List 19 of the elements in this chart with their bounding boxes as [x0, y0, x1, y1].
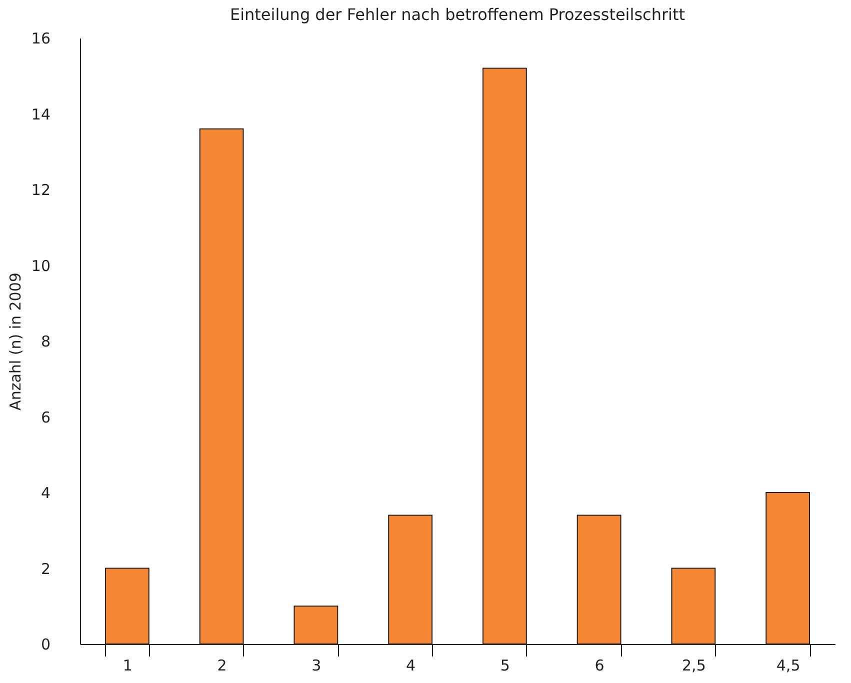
x-tick-label: 4	[406, 656, 416, 674]
y-tick-label: 2	[40, 560, 50, 578]
x-tick-label: 2,5	[682, 656, 706, 674]
x-tick-label: 1	[122, 656, 132, 674]
y-axis-title: Anzahl (n) in 2009	[6, 272, 24, 410]
y-tick-label: 0	[40, 636, 50, 654]
y-tick-label: 8	[40, 332, 50, 350]
x-tick-label: 2	[217, 656, 227, 674]
y-tick-label: 4	[40, 484, 50, 502]
y-tick-label: 16	[31, 30, 50, 48]
x-tick-label: 5	[500, 656, 510, 674]
x-tick-label: 3	[312, 656, 322, 674]
x-tick-label: 6	[594, 656, 604, 674]
y-tick-label: 12	[31, 181, 50, 199]
y-tick-label: 14	[31, 105, 50, 124]
x-tick-label: 4,5	[776, 656, 800, 674]
y-tick-label: 10	[31, 256, 50, 275]
chart-title: Einteilung der Fehler nach betroffenem Prozessteilschritt	[230, 5, 686, 24]
y-tick-label: 6	[40, 408, 50, 426]
